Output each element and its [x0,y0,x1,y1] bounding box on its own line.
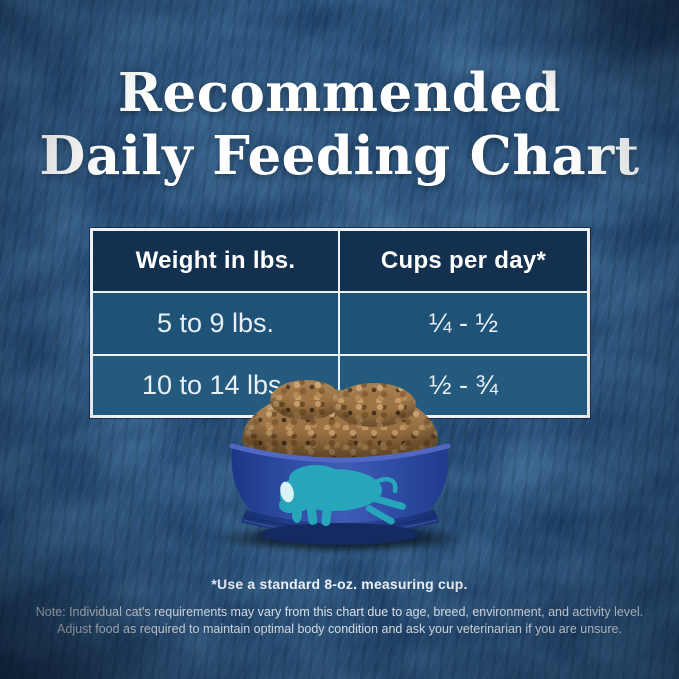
title-line-1: Recommended [117,62,562,124]
blue-bowl [229,443,450,545]
measuring-cup-footnote: *Use a standard 8-oz. measuring cup. [211,576,468,592]
disclaimer-line-2: Adjust food as required to maintain opti… [57,622,622,636]
table-header-cups: Cups per day* [340,231,587,293]
disclaimer-line-1: Note: Individual cat's requirements may … [35,605,644,619]
table-header-weight: Weight in lbs. [93,231,340,293]
table-row: ¼ - ½ [340,293,587,356]
title-line-2: Daily Feeding Chart [39,125,640,187]
page-title: Recommended Daily Feeding Chart [0,62,679,188]
disclaimer-note: Note: Individual cat's requirements may … [19,604,660,638]
food-bowl-scene [210,380,470,558]
table-row: 5 to 9 lbs. [93,293,340,356]
